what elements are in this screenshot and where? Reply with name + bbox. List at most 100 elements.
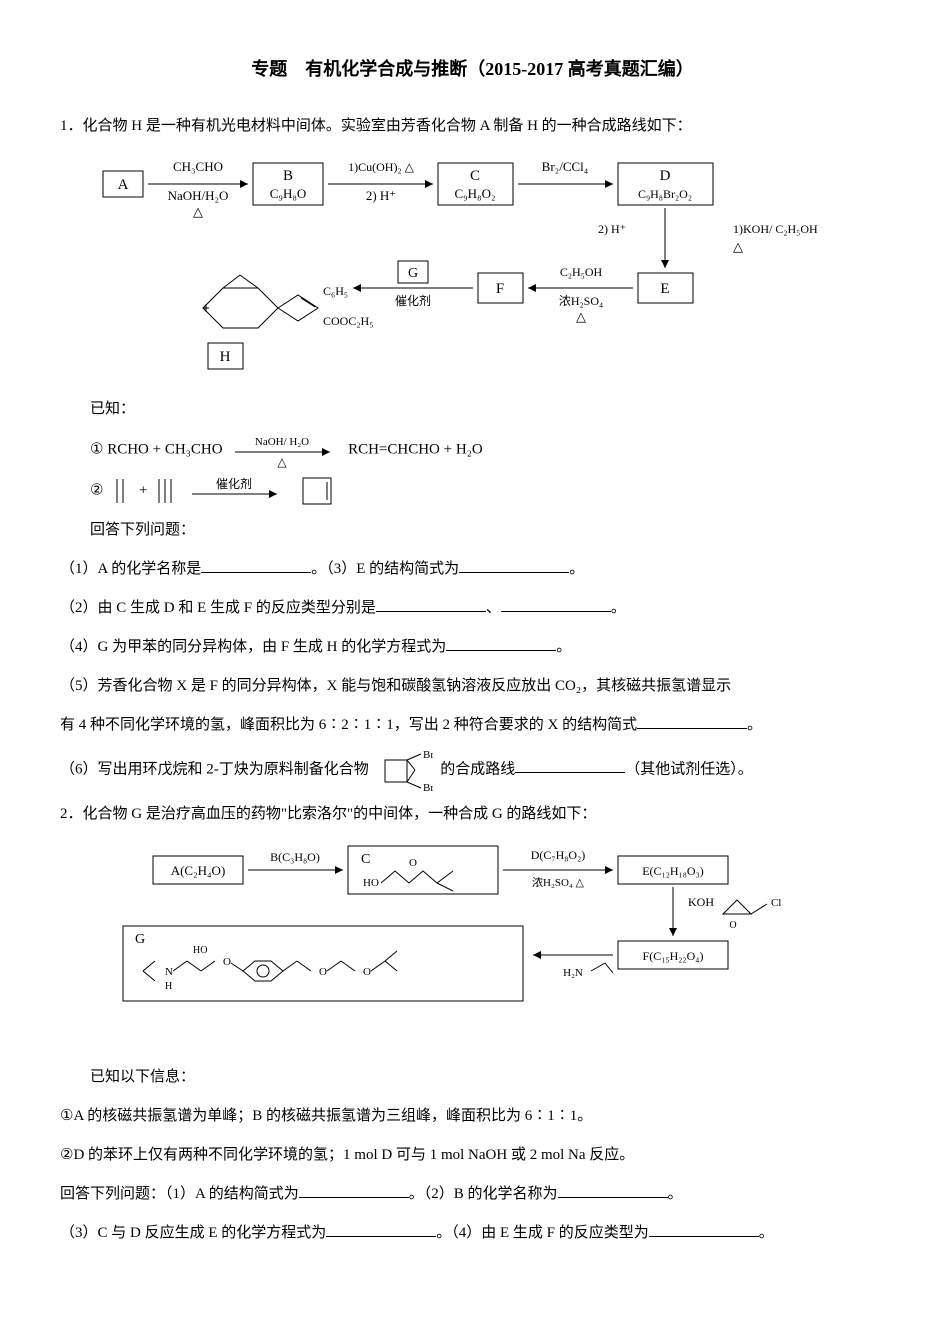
q1-p6: （6）写出用环戊烷和 2-丁炔为原料制备化合物 Br Br 的合成路线 （其他试剂…	[60, 748, 885, 792]
q1-intro: 1．化合物 H 是一种有机光电材料中间体。实验室由芳香化合物 A 制备 H 的一…	[60, 110, 885, 143]
svg-text:Br₂/CCl₄: Br₂/CCl₄	[541, 159, 588, 174]
blank	[446, 633, 556, 651]
q1-p1b: 。（3）E 的结构简式为	[311, 561, 459, 577]
dibromo-struct-icon: Br Br	[377, 748, 433, 792]
svg-text:1)Cu(OH)₂ △: 1)Cu(OH)₂ △	[348, 160, 415, 174]
svg-text:C₆H₅: C₆H₅	[323, 284, 348, 298]
q2-p3: （3）C 与 D 反应生成 E 的化学方程式为 。（4）由 E 生成 F 的反应类…	[60, 1217, 885, 1250]
svg-text:催化剂: 催化剂	[216, 476, 252, 491]
q1-p5a: （5）芳香化合物 X 是 F 的同分异构体，X 能与饱和碳酸氢钠溶液反应放出 C…	[60, 670, 885, 703]
known1-left: ① RCHO + CH₃CHO	[90, 441, 223, 457]
q1-known-label: 已知：	[60, 393, 885, 426]
q1-p1c: 。	[569, 561, 584, 577]
q1-p4b: 。	[556, 639, 571, 655]
svg-text:C₂H₅OH: C₂H₅OH	[559, 265, 602, 279]
svg-text:F: F	[495, 281, 503, 297]
svg-text:Br: Br	[423, 749, 433, 761]
svg-text:O: O	[223, 956, 231, 968]
svg-text:O: O	[363, 966, 371, 978]
q2-p1: 回答下列问题：（1）A 的结构简式为 。（2）B 的化学名称为 。	[60, 1178, 885, 1211]
q2-p3b: 。（4）由 E 生成 F 的反应类型为	[436, 1225, 649, 1241]
svg-text:O: O	[319, 966, 327, 978]
q1-known1: ① RCHO + CH₃CHO NaOH/ H₂O △ RCH=CHCHO + …	[60, 432, 885, 468]
svg-text:B(C₃H₈O): B(C₃H₈O)	[270, 850, 320, 864]
blank	[558, 1180, 668, 1198]
q2-p3a: （3）C 与 D 反应生成 E 的化学方程式为	[60, 1225, 326, 1241]
q1-p2: （2）由 C 生成 D 和 E 生成 F 的反应类型分别是、。	[60, 592, 885, 625]
svg-text:△: △	[278, 455, 288, 468]
page-title: 专题 有机化学合成与推断（2015-2017 高考真题汇编）	[60, 50, 885, 90]
svg-text:KOH: KOH	[688, 895, 714, 909]
svg-text:NaOH/ H₂O: NaOH/ H₂O	[255, 436, 309, 448]
q1-p6a: （6）写出用环戊烷和 2-丁炔为原料制备化合物	[60, 761, 369, 777]
q1-answer-label: 回答下列问题：	[60, 514, 885, 547]
cyclohexadiene-icon	[299, 474, 335, 508]
svg-text:Cl: Cl	[771, 897, 781, 909]
blank	[326, 1219, 436, 1237]
blank	[501, 594, 611, 612]
q1-p5c: 。	[747, 717, 762, 733]
svg-text:Br: Br	[423, 782, 433, 792]
svg-text:N: N	[165, 966, 173, 978]
blank	[459, 555, 569, 573]
q1-p4a: （4）G 为甲苯的同分异构体，由 F 生成 H 的化学方程式为	[60, 639, 446, 655]
svg-text:催化剂: 催化剂	[394, 293, 430, 308]
svg-text:B: B	[282, 168, 292, 184]
blank	[637, 711, 747, 729]
svg-text:H: H	[219, 349, 230, 365]
svg-text:2) H⁺: 2) H⁺	[598, 222, 626, 236]
q1-p1: （1）A 的化学名称是 。（3）E 的结构简式为 。	[60, 553, 885, 586]
svg-text:△: △	[193, 204, 203, 219]
svg-text:G: G	[135, 932, 145, 947]
svg-text:HO: HO	[193, 945, 207, 956]
q2-p3c: 。	[759, 1225, 774, 1241]
svg-text:COOC₂H₅: COOC₂H₅	[323, 314, 373, 328]
q2-p1c: 。	[668, 1186, 683, 1202]
svg-text:D(C₇H₈O₂): D(C₇H₈O₂)	[530, 848, 585, 862]
q1-p1a: （1）A 的化学名称是	[60, 561, 201, 577]
svg-text:HO: HO	[363, 877, 379, 889]
svg-text:D: D	[659, 168, 670, 184]
svg-text:△: △	[576, 309, 586, 324]
q2-p1b: 。（2）B 的化学名称为	[409, 1186, 558, 1202]
q2-intro: 2．化合物 G 是治疗高血压的药物"比索洛尔"的中间体，一种合成 G 的路线如下…	[60, 798, 885, 831]
svg-text:A(C₂H₄O): A(C₂H₄O)	[170, 863, 225, 878]
q2-scheme-diagram: A(C₂H₄O) B(C₃H₈O) C HO O D(C₇H₈O₂) 浓H₂SO…	[113, 841, 833, 1051]
svg-text:2) H⁺: 2) H⁺	[365, 188, 395, 203]
q1-p5b-text: 有 4 种不同化学环境的氢，峰面积比为 6∶2∶1∶1，写出 2 种符合要求的 …	[60, 717, 637, 733]
node-a: A	[117, 177, 128, 193]
svg-text:H: H	[165, 981, 172, 992]
q1-p6c: （其他试剂任选）。	[625, 761, 753, 777]
svg-text:1)KOH/ C₂H₅OH: 1)KOH/ C₂H₅OH	[733, 222, 818, 236]
alkyne-icon	[155, 476, 175, 506]
q1-p6b: 的合成路线	[440, 761, 515, 777]
svg-text:浓H₂SO₄ △: 浓H₂SO₄ △	[532, 876, 584, 889]
q1-known2: ② + 催化剂	[60, 474, 885, 508]
q1-p2c: 。	[611, 600, 626, 616]
q1-p5b: 有 4 种不同化学环境的氢，峰面积比为 6∶2∶1∶1，写出 2 种符合要求的 …	[60, 709, 885, 742]
svg-text:NaOH/H₂O: NaOH/H₂O	[167, 188, 228, 203]
q2-answer-label: 回答下列问题：（1）A 的结构简式为	[60, 1186, 299, 1202]
svg-text:H₂N: H₂N	[563, 967, 583, 979]
q2-info1: ①A 的核磁共振氢谱为单峰；B 的核磁共振氢谱为三组峰，峰面积比为 6∶1∶1。	[60, 1100, 885, 1133]
svg-text:CH₃CHO: CH₃CHO	[172, 159, 222, 174]
plus-text: +	[139, 482, 147, 498]
blank	[649, 1219, 759, 1237]
svg-text:C: C	[361, 852, 370, 867]
svg-text:G: G	[407, 266, 417, 281]
q1-p2b: 、	[486, 600, 501, 616]
svg-text:C₉H₈O: C₉H₈O	[269, 186, 306, 201]
q2-info2: ②D 的苯环上仅有两种不同化学环境的氢；1 mol D 可与 1 mol NaO…	[60, 1139, 885, 1172]
alkene-icon	[111, 476, 131, 506]
svg-text:浓H₂SO₄: 浓H₂SO₄	[558, 294, 602, 308]
svg-text:F(C₁₅H₂₂O₄): F(C₁₅H₂₂O₄)	[642, 949, 703, 963]
blank	[515, 756, 625, 774]
q1-scheme-diagram: A CH₃CHO NaOH/H₂O △ B C₉H₈O 1)Cu(OH)₂ △ …	[93, 153, 853, 383]
q1-p4: （4）G 为甲苯的同分异构体，由 F 生成 H 的化学方程式为 。	[60, 631, 885, 664]
blank	[376, 594, 486, 612]
svg-text:O: O	[729, 920, 736, 931]
known1-arrow: NaOH/ H₂O △	[230, 432, 340, 468]
svg-text:C₉H₈O₂: C₉H₈O₂	[454, 186, 495, 201]
blank	[299, 1180, 409, 1198]
svg-text:O: O	[409, 857, 417, 869]
